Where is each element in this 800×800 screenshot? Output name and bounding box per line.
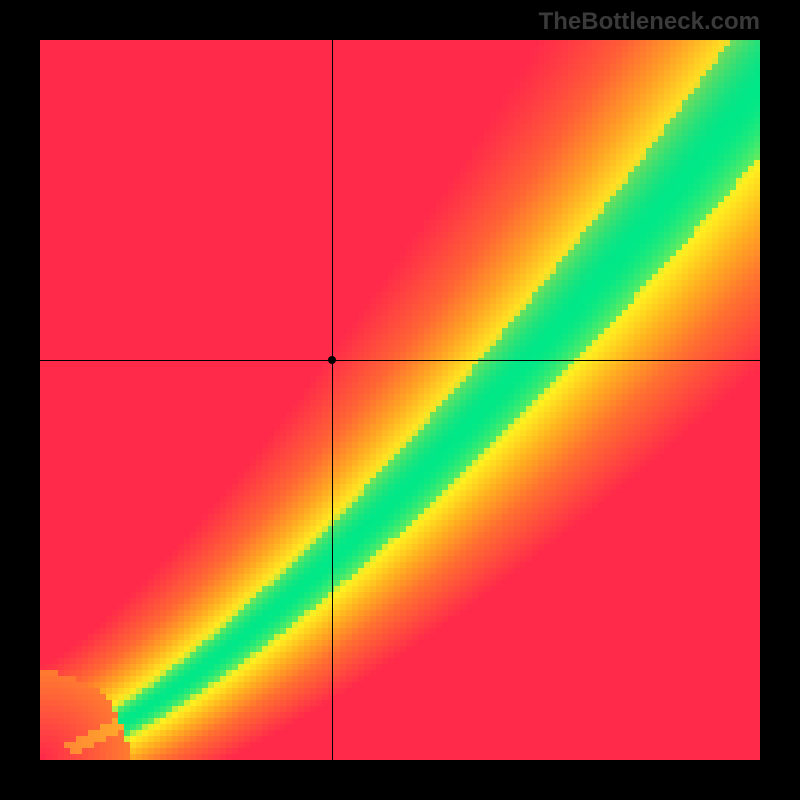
crosshair-vertical [332, 40, 333, 760]
bottleneck-heatmap [40, 40, 760, 760]
watermark-text: TheBottleneck.com [539, 8, 760, 36]
crosshair-horizontal [40, 360, 760, 361]
crosshair-marker [328, 356, 336, 364]
chart-container [0, 0, 800, 800]
